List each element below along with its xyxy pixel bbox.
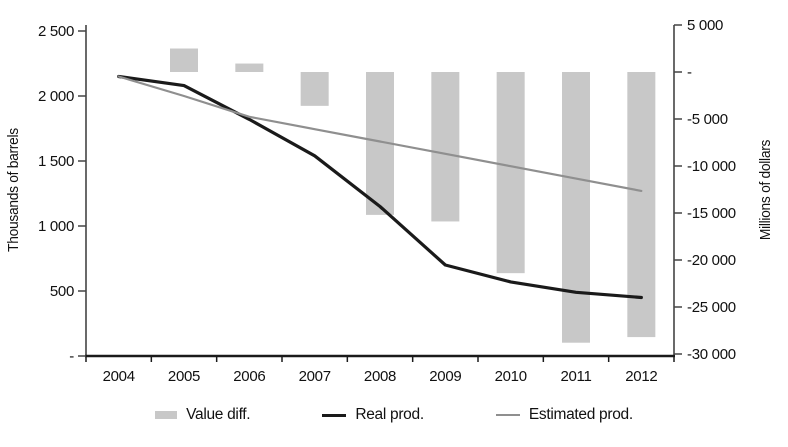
right-tick-label: - xyxy=(687,64,692,81)
right-tick-label: 5 000 xyxy=(687,17,723,34)
x-category-label: 2011 xyxy=(560,368,591,385)
x-category-label: 2009 xyxy=(429,368,461,385)
bar-2007 xyxy=(300,72,329,106)
right-tick-label: -30 000 xyxy=(687,346,736,363)
bar-2011 xyxy=(562,72,590,343)
x-category-label: 2005 xyxy=(168,368,200,385)
right-axis-title: Millions of dollars xyxy=(758,139,774,241)
line-estimated-prod xyxy=(117,75,643,192)
x-category-label: 2006 xyxy=(233,368,265,385)
value-diff-swatch-icon xyxy=(155,411,178,419)
right-tick-label: -15 000 xyxy=(687,205,736,222)
left-tick-label: 1 500 xyxy=(38,153,74,170)
legend: Value diff. Real prod. Estimated prod. xyxy=(0,406,788,424)
right-tick-label: -20 000 xyxy=(687,252,736,269)
legend-item-real-prod: Real prod. xyxy=(322,406,424,424)
right-tick-label: -25 000 xyxy=(687,299,736,316)
x-category-label: 2010 xyxy=(495,368,527,385)
legend-item-estimated-prod: Estimated prod. xyxy=(495,406,633,424)
real-prod-swatch-icon xyxy=(322,413,347,417)
bar-2009 xyxy=(431,72,460,222)
left-axis-title: Thousands of barrels xyxy=(6,128,22,252)
x-category-label: 2004 xyxy=(103,368,135,385)
left-tick-label: - xyxy=(69,348,74,365)
legend-label-real-prod: Real prod. xyxy=(355,406,424,423)
right-tick-label: -5 000 xyxy=(687,111,728,128)
legend-label-value-diff: Value diff. xyxy=(186,406,251,423)
bar-2012 xyxy=(627,72,656,338)
left-tick-label: 2 500 xyxy=(38,23,74,40)
left-tick-label: 2 000 xyxy=(38,88,74,105)
x-category-label: 2012 xyxy=(625,368,657,385)
line-real-prod xyxy=(117,74,643,300)
estimated-prod-swatch-icon xyxy=(495,414,520,416)
x-category-label: 2008 xyxy=(364,368,396,385)
legend-item-value-diff: Value diff. xyxy=(155,406,251,424)
left-tick-label: 1 000 xyxy=(38,218,74,235)
right-tick-label: -10 000 xyxy=(687,158,736,175)
left-tick-label: 500 xyxy=(50,283,74,300)
legend-label-estimated-prod: Estimated prod. xyxy=(528,406,633,423)
x-category-label: 2007 xyxy=(299,368,331,385)
bar-2005 xyxy=(170,48,198,72)
bar-2006 xyxy=(235,63,264,72)
bar-2010 xyxy=(496,72,525,274)
